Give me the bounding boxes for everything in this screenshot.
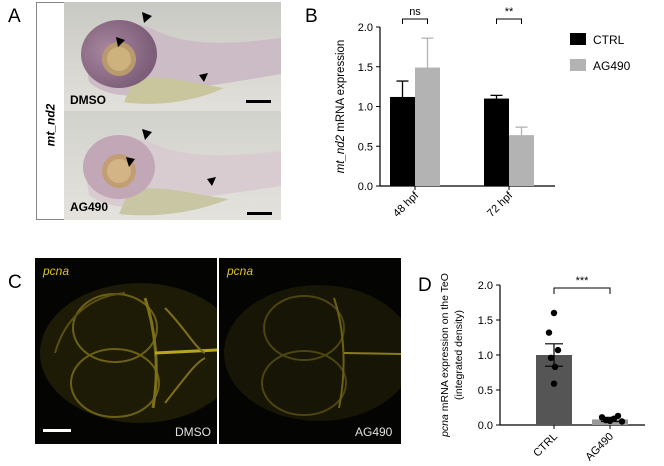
- scale-bar: [43, 429, 71, 432]
- panel-letter-b: B: [305, 6, 318, 27]
- arrowhead-icon: [199, 73, 208, 82]
- data-point: [606, 417, 614, 424]
- y-axis-label-line2: (integrated density): [453, 310, 465, 400]
- bar: [484, 98, 509, 186]
- x-tick-label: 72 hpf: [485, 189, 516, 220]
- y-axis-label: pcna mRNA expression on the TeO: [439, 273, 451, 438]
- data-point: [550, 309, 558, 317]
- y-tick-label: 1.5: [358, 62, 373, 74]
- data-point: [550, 380, 558, 387]
- y-axis-label: mt_nd2 mRNA expression: [335, 40, 347, 174]
- gene-label-a: mt_nd2: [38, 103, 62, 147]
- larva-image-ag490: AG490: [64, 111, 281, 220]
- y-tick-label: 2.0: [478, 280, 493, 292]
- legend-swatch: [570, 59, 586, 71]
- data-point: [551, 363, 559, 371]
- image-label-dmso-c: DMSO: [175, 425, 211, 439]
- data-point: [618, 418, 626, 425]
- x-tick-label: CTRL: [531, 431, 560, 460]
- significance-bracket: [402, 18, 428, 24]
- image-label-dmso: DMSO: [70, 93, 106, 107]
- y-tick-label: 0.0: [478, 420, 493, 432]
- significance-bracket: [553, 287, 611, 294]
- panel-letter-a: A: [8, 6, 21, 27]
- stain-label-ag490: pcna: [226, 264, 253, 278]
- x-tick-label: 48 hpf: [391, 189, 422, 220]
- arrowhead-icon: [207, 177, 216, 186]
- y-tick-label: 2.0: [358, 22, 373, 34]
- y-tick-label: 1.5: [478, 315, 493, 327]
- scale-bar: [247, 212, 272, 215]
- image-label-ag490-c: AG490: [355, 425, 393, 439]
- y-axis-label-italic: pcna: [439, 414, 451, 438]
- panel-a-frame: [36, 2, 64, 220]
- y-tick-label: 0.5: [358, 141, 373, 153]
- bar: [415, 67, 440, 186]
- legend-label: CTRL: [593, 33, 625, 47]
- y-tick-label: 1.0: [478, 350, 493, 362]
- stain-label-dmso: pcna: [42, 264, 69, 278]
- fluorescence-image-ag490: pcna AG490: [219, 258, 401, 444]
- significance-label: ns: [409, 6, 421, 18]
- gene-label-text: mt_nd2: [43, 103, 57, 147]
- arrowhead-icon: [116, 37, 125, 47]
- y-tick-label: 0.5: [478, 385, 493, 397]
- significance-label: **: [505, 6, 514, 18]
- y-axis-label-italic: mt_nd2: [335, 134, 347, 173]
- x-tick-label: AG490: [583, 431, 616, 462]
- arrowhead-icon: [126, 157, 135, 167]
- scale-bar: [246, 100, 271, 103]
- chart-b: 0.0 0.5 1.0 1.5 2.0 mt_nd2 mRNA expression 48 …: [335, 6, 631, 220]
- y-axis-label-rest: mRNA expression: [335, 40, 347, 135]
- data-point: [545, 329, 553, 336]
- data-point: [547, 354, 555, 361]
- arrowhead-icon: [142, 129, 152, 140]
- chart-d: 0.0 0.5 1.0 1.5 2.0 pcna mRNA expression on t…: [439, 273, 645, 462]
- significance-bracket: [496, 18, 522, 24]
- panel-letter-d: D: [418, 275, 432, 296]
- bar: [509, 135, 534, 186]
- panel-letter-c: C: [8, 272, 22, 293]
- data-point: [554, 346, 562, 354]
- arrowhead-icon: [142, 12, 152, 23]
- y-tick-label: 0.0: [358, 181, 373, 193]
- y-axis-label-rest: mRNA expression on the TeO: [439, 273, 451, 414]
- image-label-ag490: AG490: [70, 200, 108, 214]
- significance-label: ***: [576, 275, 590, 287]
- legend-label: AG490: [593, 59, 631, 73]
- larva-image-dmso: DMSO: [64, 2, 281, 111]
- legend-swatch: [570, 33, 586, 45]
- fluorescence-image-dmso: pcna DMSO: [35, 258, 217, 444]
- y-tick-label: 1.0: [358, 102, 373, 114]
- bar: [390, 96, 415, 186]
